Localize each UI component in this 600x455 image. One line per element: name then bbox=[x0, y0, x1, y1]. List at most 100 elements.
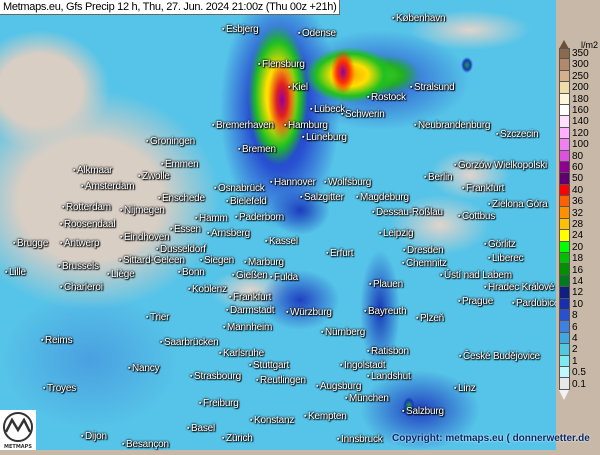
city-label: Brugge bbox=[13, 239, 48, 249]
legend-label: 50 bbox=[572, 173, 584, 185]
city-label: Liberec bbox=[488, 254, 524, 264]
precipitation-map bbox=[0, 0, 556, 450]
city-label: Odense bbox=[298, 29, 336, 39]
legend-label: 14 bbox=[572, 276, 584, 287]
city-label: Würzburg bbox=[286, 308, 332, 318]
legend-swatch bbox=[559, 93, 570, 105]
city-label: Berlin bbox=[424, 173, 453, 183]
legend-label: 1 bbox=[572, 355, 578, 367]
city-label: Chemnitz bbox=[402, 259, 447, 269]
legend-label: 140 bbox=[572, 116, 589, 128]
city-label: Frankfurt bbox=[462, 184, 504, 194]
city-label: Paderborn bbox=[235, 213, 284, 223]
city-label: Enschede bbox=[158, 194, 205, 204]
city-label: Eindhoven bbox=[120, 233, 170, 243]
city-label: Fulda bbox=[270, 273, 298, 283]
city-label: Osnabrück bbox=[214, 184, 265, 194]
legend-label: 4 bbox=[572, 333, 578, 344]
city-label: Plzeň bbox=[416, 314, 444, 324]
legend-swatch bbox=[559, 321, 570, 333]
legend-label: 36 bbox=[572, 196, 584, 208]
city-label: Lübeck bbox=[310, 105, 345, 115]
legend-min-arrow-icon bbox=[559, 390, 569, 400]
legend-swatch bbox=[559, 207, 570, 219]
legend-label: 60 bbox=[572, 162, 584, 173]
city-label: Bielefeld bbox=[226, 197, 267, 207]
city-label: Arnsberg bbox=[207, 229, 250, 239]
legend-label: 300 bbox=[572, 59, 589, 71]
city-label: Darmstadt bbox=[226, 306, 275, 316]
city-label: Amsterdam bbox=[81, 182, 135, 192]
city-label: Stuttgart bbox=[249, 361, 289, 371]
legend-swatch bbox=[559, 127, 570, 140]
city-label: Saarbrücken bbox=[160, 338, 219, 348]
legend-label: 10 bbox=[572, 298, 584, 310]
legend-label: 0.5 bbox=[572, 367, 586, 379]
legend-swatch bbox=[559, 264, 570, 276]
legend-swatch bbox=[559, 173, 570, 185]
city-label: Groningen bbox=[146, 137, 195, 147]
city-label: Reims bbox=[41, 336, 73, 346]
legend-label: 350 bbox=[572, 48, 589, 59]
city-label: Rostock bbox=[367, 93, 406, 103]
legend-swatch bbox=[559, 275, 570, 288]
city-label: Esbjerg bbox=[222, 25, 259, 35]
city-label: Koblenz bbox=[188, 285, 227, 295]
city-label: Dijon bbox=[81, 432, 107, 442]
legend-label: 18 bbox=[572, 253, 584, 265]
city-label: Bremen bbox=[238, 145, 276, 155]
city-label: Charleroi bbox=[60, 283, 103, 293]
city-label: Stralsund bbox=[410, 83, 455, 93]
legend-color-bar bbox=[559, 48, 570, 390]
city-label: Trier bbox=[146, 313, 169, 323]
city-label: Salzburg bbox=[402, 407, 444, 417]
legend-label: 2 bbox=[572, 344, 578, 356]
legend-swatch bbox=[559, 332, 570, 345]
city-label: Leipzig bbox=[379, 229, 413, 239]
city-label: Kiel bbox=[288, 83, 308, 93]
city-label: Lille bbox=[5, 268, 26, 278]
svg-text:METMAPS: METMAPS bbox=[4, 444, 32, 450]
city-label: Zielona Góra bbox=[488, 200, 548, 210]
legend-label: 40 bbox=[572, 184, 584, 196]
city-label: Konstanz bbox=[250, 416, 294, 426]
legend-swatch bbox=[559, 48, 570, 60]
city-label: Brussels bbox=[58, 262, 99, 272]
city-label: Strasbourg bbox=[190, 372, 241, 382]
legend-swatch bbox=[559, 298, 570, 310]
legend-label: 32 bbox=[572, 207, 584, 219]
city-label: Essen bbox=[170, 225, 201, 235]
city-label: Augsburg bbox=[316, 382, 361, 392]
legend-unit: l/m2 bbox=[581, 40, 599, 50]
city-label: Pardubice bbox=[512, 299, 559, 309]
legend-label: 80 bbox=[572, 150, 584, 162]
legend-swatch bbox=[559, 70, 570, 83]
legend-swatch bbox=[559, 355, 570, 367]
city-label: Kassel bbox=[265, 237, 298, 247]
legend-swatch bbox=[559, 82, 570, 94]
city-label: Hamm bbox=[195, 214, 228, 224]
city-label: Siegen bbox=[200, 256, 234, 266]
city-label: Rotterdam bbox=[62, 203, 111, 213]
city-label: Wolfsburg bbox=[324, 178, 371, 188]
city-label: Hannover bbox=[270, 178, 316, 188]
legend-label: 120 bbox=[572, 127, 589, 139]
city-label: Görlitz bbox=[484, 240, 516, 250]
legend-swatch bbox=[559, 184, 570, 197]
city-label: Karlsruhe bbox=[219, 349, 264, 359]
city-label: Ratisbon bbox=[367, 347, 409, 357]
legend-swatch bbox=[559, 150, 570, 162]
city-label: Zürich bbox=[222, 434, 253, 444]
legend-label: 160 bbox=[572, 105, 589, 116]
city-label: Bremerhaven bbox=[212, 121, 274, 131]
legend-swatch bbox=[559, 309, 570, 322]
legend-swatch bbox=[559, 104, 570, 117]
city-label: Basel bbox=[187, 424, 215, 434]
city-label: Roosendaal bbox=[60, 220, 116, 230]
legend-max-arrow-icon bbox=[559, 40, 569, 49]
city-label: Bayreuth bbox=[364, 307, 407, 317]
legend-label: 20 bbox=[572, 241, 584, 253]
city-label: Alkmaar bbox=[73, 166, 112, 176]
city-label: Ústí nad Labem bbox=[440, 271, 512, 281]
city-label: Freiburg bbox=[199, 399, 239, 409]
